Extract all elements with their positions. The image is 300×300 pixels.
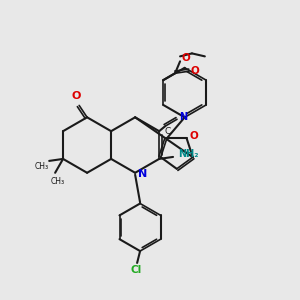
Text: Cl: Cl (130, 265, 142, 275)
Text: CH₃: CH₃ (51, 177, 65, 186)
Text: O: O (71, 92, 81, 101)
Text: O: O (181, 53, 190, 63)
Text: C: C (165, 127, 171, 136)
Text: O: O (190, 131, 198, 141)
Text: N: N (179, 112, 187, 122)
Text: O: O (191, 66, 200, 76)
Text: N: N (138, 169, 147, 179)
Text: CH₃: CH₃ (35, 162, 49, 171)
Text: NH₂: NH₂ (178, 149, 199, 159)
